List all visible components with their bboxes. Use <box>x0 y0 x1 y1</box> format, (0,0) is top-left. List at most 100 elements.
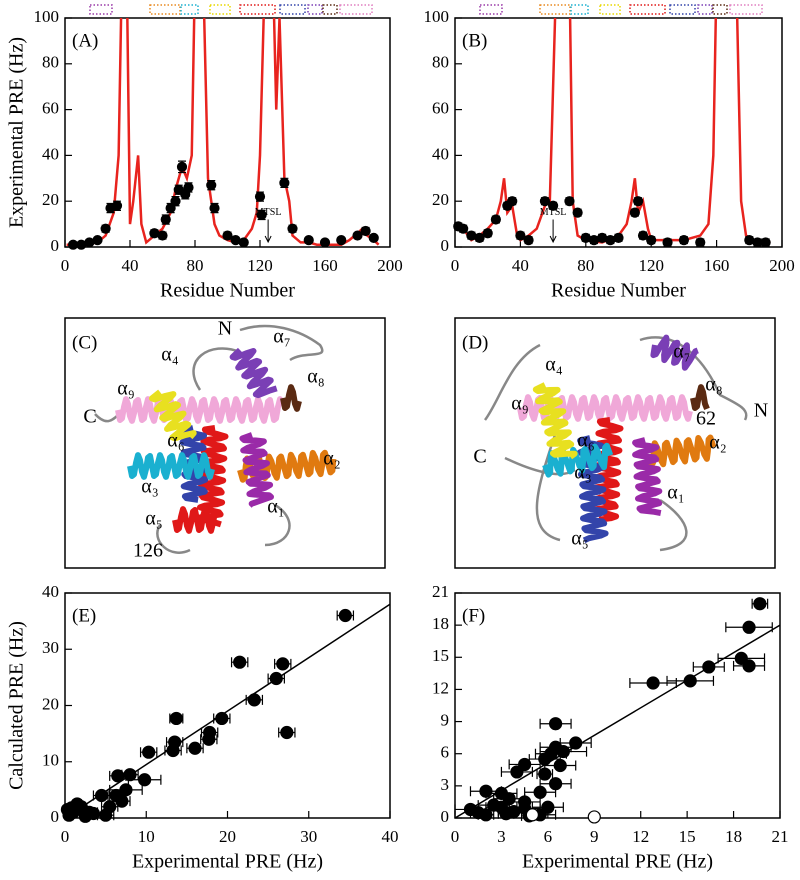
data-point <box>482 228 493 239</box>
helix-marker <box>629 4 666 15</box>
helix <box>127 452 215 480</box>
structure-label: N <box>754 400 768 422</box>
x-tick-label: 40 <box>122 256 139 275</box>
structure-label: α₄ <box>161 344 178 366</box>
structure-label: α₄ <box>545 354 562 376</box>
data-point <box>633 196 644 207</box>
data-point <box>256 209 267 221</box>
y-tick-label: 100 <box>424 7 450 26</box>
data-point <box>233 655 247 669</box>
y-tick-label: 10 <box>42 751 59 770</box>
data-point <box>254 191 266 202</box>
loop <box>239 324 324 362</box>
y-tick-label: 80 <box>42 53 59 72</box>
data-point <box>474 232 485 243</box>
data-point <box>662 237 673 248</box>
y-tick-label: 60 <box>432 99 449 118</box>
panel-label: (D) <box>462 332 488 353</box>
y-tick-label: 12 <box>432 678 449 697</box>
data-point <box>760 237 771 248</box>
helix <box>115 396 285 424</box>
structure-label: α₂ <box>709 432 726 454</box>
data-point <box>276 657 290 671</box>
y-axis-title: Experimental PRE (Hz) <box>6 37 28 228</box>
data-point <box>188 741 202 755</box>
data-point <box>458 223 469 234</box>
x-axis-title: Experimental PRE (Hz) <box>522 851 713 873</box>
x-tick-label: 200 <box>769 256 795 275</box>
y-tick-label: 0 <box>51 236 60 255</box>
helix <box>632 437 663 517</box>
structure-panel: (C) N α₇ α₈ Cα₉ α₄ α₆ α₂ α₃ α₅ α₁ 126 <box>64 317 386 569</box>
x-tick-label: 6 <box>544 827 553 846</box>
data-point <box>238 237 249 248</box>
data-point <box>753 597 767 611</box>
loop <box>192 347 241 391</box>
data-point <box>547 200 559 211</box>
structure-label: α₁ <box>267 496 284 518</box>
data-point <box>569 736 583 750</box>
structure-label: 126 <box>133 540 163 562</box>
data-point <box>338 608 352 623</box>
helix-marker <box>149 4 181 15</box>
data-point <box>157 230 168 241</box>
data-point <box>539 196 551 207</box>
helix <box>542 442 614 478</box>
helix-marker <box>89 4 113 15</box>
data-point <box>564 196 575 207</box>
y-tick-label: 40 <box>432 144 449 163</box>
data-point <box>99 808 113 822</box>
data-point <box>92 235 103 246</box>
data-point <box>553 758 567 773</box>
helix-marker <box>339 4 373 15</box>
data-point <box>166 743 180 758</box>
structure-frame <box>64 317 386 569</box>
fit-line <box>65 603 390 818</box>
data-point <box>119 783 133 797</box>
data-point <box>683 674 697 688</box>
x-tick-label: 160 <box>704 256 730 275</box>
helix <box>645 434 717 468</box>
structure-label: α₃ <box>574 462 591 484</box>
data-point <box>523 235 534 246</box>
structure-label: α₆ <box>167 430 184 452</box>
data-point <box>183 182 194 193</box>
data-point <box>209 202 220 214</box>
helix-marker <box>599 4 621 15</box>
y-tick-label: 100 <box>34 7 60 26</box>
data-point <box>360 225 371 237</box>
data-point <box>678 235 690 246</box>
y-tick-label: 0 <box>51 807 60 826</box>
structure-label: 62 <box>696 408 716 430</box>
helix-marker <box>180 4 199 15</box>
structure-label: C <box>83 406 96 428</box>
data-point <box>613 232 624 243</box>
data-point <box>695 237 706 248</box>
plot-frame <box>454 17 783 248</box>
helix-marker <box>479 4 503 15</box>
y-tick-label: 20 <box>432 190 449 209</box>
data-point <box>319 237 331 248</box>
x-tick-label: 0 <box>61 256 70 275</box>
plot-frame <box>454 592 781 819</box>
x-tick-label: 40 <box>382 827 399 846</box>
data-point <box>287 223 298 234</box>
data-point <box>111 769 125 783</box>
y-tick-label: 6 <box>441 743 450 762</box>
data-point <box>587 810 601 824</box>
data-point <box>176 161 188 172</box>
helix-marker <box>712 4 728 15</box>
helix <box>229 347 278 399</box>
structure-label: α₈ <box>705 374 722 396</box>
data-point <box>303 235 314 246</box>
data-point <box>336 235 347 246</box>
helix-marker <box>239 4 276 15</box>
helix <box>532 382 578 460</box>
x-tick-label: 0 <box>451 827 460 846</box>
helix-marker <box>729 4 763 15</box>
structure-label: α₇ <box>673 341 690 363</box>
helix <box>149 389 197 442</box>
x-tick-label: 160 <box>312 256 338 275</box>
y-tick-label: 80 <box>432 53 449 72</box>
